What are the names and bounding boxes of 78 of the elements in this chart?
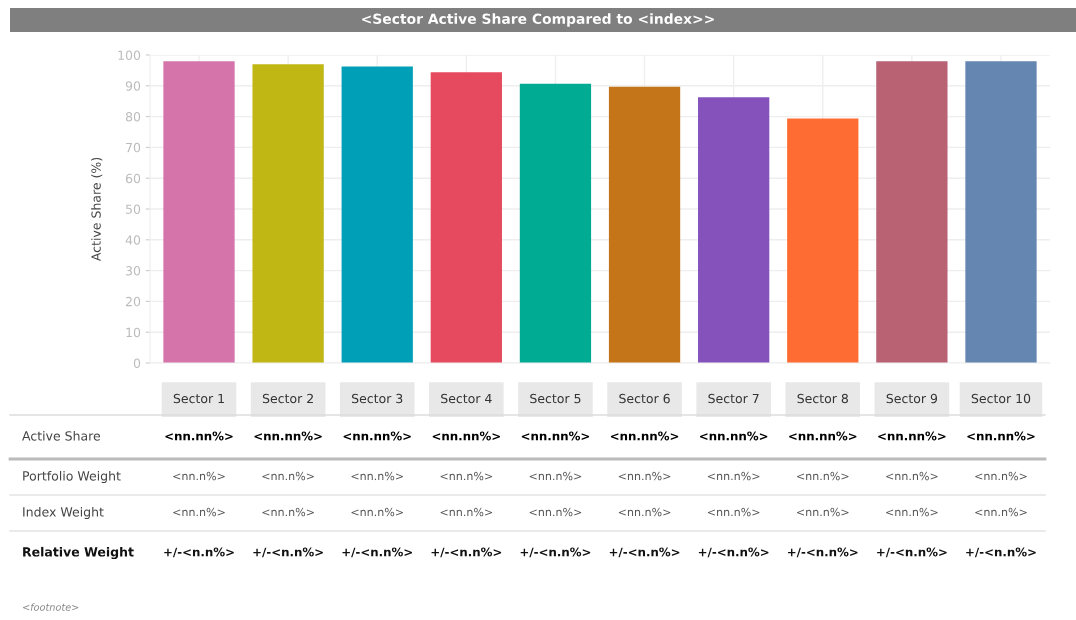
text: <nn.n%> xyxy=(975,507,1027,517)
x-tick-label: Sector 5 xyxy=(530,393,581,404)
x-tick-label: Sector 2 xyxy=(262,393,313,404)
x-tick-label: Sector 3 xyxy=(352,393,403,404)
text: +/-<n.n%> xyxy=(253,547,323,558)
text: <nn.n%> xyxy=(262,507,314,517)
text: <nn.n%> xyxy=(351,507,403,517)
text: <nn.n%> xyxy=(886,507,938,517)
x-tick-label: Sector 9 xyxy=(886,393,938,404)
text: Active Share xyxy=(22,430,101,441)
data-label: <nn.nn%> xyxy=(254,431,322,441)
data-label: <nn.nn%> xyxy=(610,431,679,441)
text: <nn.n%> xyxy=(440,471,493,481)
text: <nn.n%> xyxy=(351,471,403,481)
data-label: <nn.nn%> xyxy=(343,431,411,441)
x-tick-label: Sector 6 xyxy=(619,393,670,404)
text: <nn.n%> xyxy=(975,471,1027,481)
text: <nn.n%> xyxy=(797,507,849,517)
text: <nn.n%> xyxy=(618,471,671,481)
text: <footnote> xyxy=(23,603,79,611)
bar xyxy=(608,86,681,363)
data-label: <nn.nn%> xyxy=(700,431,768,441)
bar xyxy=(252,64,324,363)
y-tick-label: 70 xyxy=(126,142,141,153)
y-tick-label: 20 xyxy=(125,296,141,307)
bar xyxy=(876,61,948,363)
y-tick-label: 100 xyxy=(118,50,141,60)
y-tick-label: 40 xyxy=(125,235,141,245)
text: +/-<n.n%> xyxy=(698,547,769,558)
text: +/-<n.n%> xyxy=(609,547,680,558)
y-tick-label: 50 xyxy=(126,204,141,214)
x-tick-label: Sector 10 xyxy=(971,393,1031,404)
text: Index Weight xyxy=(23,506,104,520)
text: <nn.n%> xyxy=(529,471,582,481)
text: +/-<n.n%> xyxy=(342,547,412,558)
data-label: <nn.nn%> xyxy=(521,431,590,441)
x-tick-label: Sector 7 xyxy=(708,393,759,404)
x-tick-label: Sector 4 xyxy=(441,393,492,404)
y-axis-title: Active Share (%) xyxy=(91,157,103,262)
text: <nn.n%> xyxy=(173,471,225,481)
text: <nn.n%> xyxy=(262,471,314,481)
data-label: <nn.nn%> xyxy=(878,431,946,441)
text: +/-<n.n%> xyxy=(788,547,858,558)
y-tick-label: 0 xyxy=(133,358,141,368)
bar xyxy=(965,61,1037,363)
y-tick-label: 80 xyxy=(125,112,141,122)
bar xyxy=(430,72,502,363)
bar xyxy=(698,97,770,363)
data-label: <nn.nn%> xyxy=(789,431,857,441)
x-tick-label: Sector 8 xyxy=(797,393,848,404)
bar xyxy=(787,118,859,363)
text: <nn.n%> xyxy=(797,471,849,481)
y-tick-label: 60 xyxy=(125,173,141,184)
text: +/-<n.n%> xyxy=(164,547,234,558)
text: <nn.n%> xyxy=(886,471,938,481)
text: +/-<n.n%> xyxy=(520,547,591,558)
text: <nn.n%> xyxy=(707,507,760,517)
y-tick-label: 10 xyxy=(126,327,141,338)
text: +/-<n.n%> xyxy=(877,547,947,558)
data-label: <nn.nn%> xyxy=(165,431,233,441)
y-tick-label: 30 xyxy=(126,266,141,276)
bar xyxy=(341,66,413,363)
text: <nn.n%> xyxy=(529,507,582,517)
text: <nn.n%> xyxy=(173,507,225,517)
chart-title: <Sector Active Share Compared to <index>> xyxy=(362,13,714,27)
y-tick-label: 90 xyxy=(125,81,141,91)
text: <nn.n%> xyxy=(707,471,760,481)
text: Portfolio Weight xyxy=(23,470,121,484)
bar xyxy=(163,61,235,363)
text: +/-<n.n%> xyxy=(966,547,1036,558)
x-tick-label: Sector 1 xyxy=(173,393,224,404)
data-label: <nn.nn%> xyxy=(432,431,500,441)
bar xyxy=(519,83,592,363)
data-label: <nn.nn%> xyxy=(967,431,1035,441)
text: Relative Weight xyxy=(23,546,134,560)
text: <nn.n%> xyxy=(440,507,493,517)
text: +/-<n.n%> xyxy=(431,547,502,558)
text: <nn.n%> xyxy=(618,507,671,517)
